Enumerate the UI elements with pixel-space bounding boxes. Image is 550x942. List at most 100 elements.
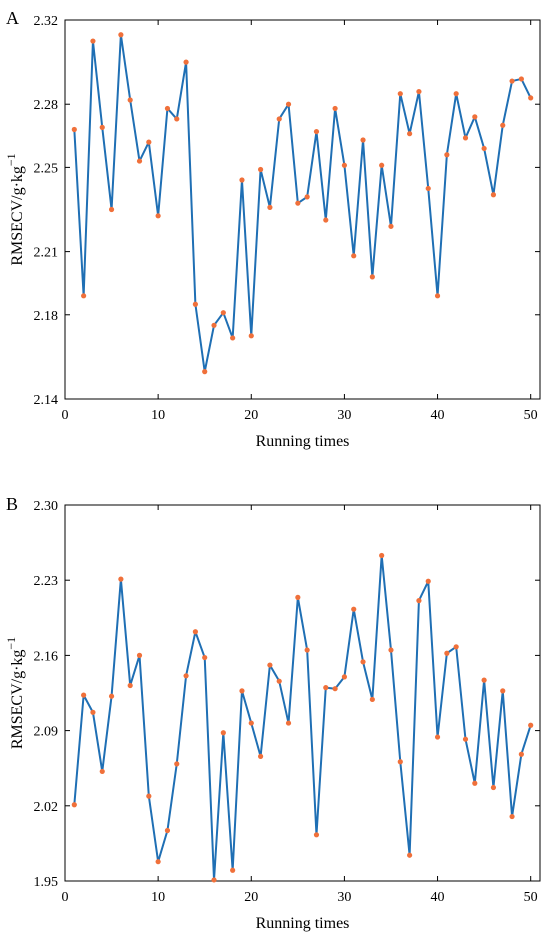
data-point <box>509 813 515 820</box>
data-point <box>257 166 264 173</box>
data-point <box>99 124 105 130</box>
data-point <box>323 685 329 691</box>
y-axis-title: RMSECV/g·kg−1 <box>4 637 26 749</box>
data-point <box>462 135 469 141</box>
x-tick-label: 40 <box>431 890 445 905</box>
data-point <box>444 650 450 656</box>
data-point <box>155 213 161 219</box>
data-point <box>183 673 189 679</box>
data-point <box>183 59 189 65</box>
x-tick-label: 40 <box>431 408 445 423</box>
y-tick-label: 2.21 <box>34 246 59 261</box>
data-point <box>379 552 385 559</box>
x-tick-label: 30 <box>337 408 351 423</box>
y-tick-label: 2.23 <box>34 574 59 589</box>
data-point <box>416 88 422 95</box>
data-point <box>462 736 469 742</box>
data-point <box>295 200 301 206</box>
data-point <box>453 644 459 650</box>
data-point <box>146 793 152 799</box>
data-point <box>257 753 264 759</box>
data-point <box>304 647 310 653</box>
plot-frame <box>64 19 541 400</box>
data-point <box>360 137 366 143</box>
data-point <box>192 629 198 635</box>
data-point <box>211 322 217 328</box>
y-tick-label: 2.32 <box>34 14 59 29</box>
x-tick-label: 0 <box>62 890 69 905</box>
data-point <box>313 128 320 135</box>
data-point <box>341 162 348 168</box>
data-point <box>174 761 180 767</box>
y-axis-title-text: RMSECV/g·kg <box>9 650 26 750</box>
data-point <box>509 78 515 84</box>
data-point <box>127 682 133 689</box>
data-point <box>369 696 375 703</box>
data-point <box>99 768 105 775</box>
y-tick-label: 2.14 <box>34 393 59 408</box>
data-point <box>202 654 208 661</box>
data-point <box>444 152 450 158</box>
data-point <box>397 759 403 765</box>
data-point <box>407 131 413 137</box>
data-point <box>71 802 77 808</box>
data-point <box>323 217 329 223</box>
series-line <box>73 554 532 881</box>
y-axis-title-exponent: −1 <box>4 153 18 166</box>
data-point <box>276 116 282 122</box>
data-point <box>332 105 338 112</box>
data-point <box>108 206 115 213</box>
y-tick-label: 2.18 <box>34 309 59 324</box>
data-point <box>285 720 292 726</box>
data-point <box>164 827 171 834</box>
data-point <box>425 185 431 192</box>
data-point <box>220 730 226 736</box>
data-point <box>500 688 506 694</box>
data-point <box>239 688 245 694</box>
x-tick-label: 50 <box>524 890 538 905</box>
x-tick-label: 30 <box>337 890 351 905</box>
data-point <box>500 122 506 128</box>
data-point <box>407 852 413 858</box>
data-point <box>490 784 497 791</box>
data-point <box>434 293 441 299</box>
x-tick-label: 20 <box>244 890 258 905</box>
data-point <box>304 194 310 200</box>
data-point <box>351 253 357 259</box>
data-point <box>379 162 385 168</box>
data-point <box>211 877 217 883</box>
data-point <box>267 662 273 668</box>
data-point <box>146 139 152 145</box>
y-tick-label: 1.95 <box>34 875 59 890</box>
plot-frame <box>64 504 541 882</box>
data-point <box>388 223 394 229</box>
y-tick-label: 2.02 <box>34 800 59 815</box>
panel-label: A <box>6 8 19 28</box>
x-axis-title: Running times <box>256 433 350 450</box>
y-tick-label: 2.16 <box>34 649 59 664</box>
data-point <box>425 578 431 584</box>
x-axis-title: Running times <box>256 915 350 932</box>
data-point <box>81 293 87 299</box>
data-point <box>118 576 124 582</box>
data-point <box>248 333 254 339</box>
data-point <box>285 101 292 107</box>
data-point <box>267 204 273 210</box>
data-point <box>90 38 96 44</box>
data-point <box>481 677 487 683</box>
x-tick-label: 20 <box>244 408 258 423</box>
x-tick-label: 0 <box>62 408 69 423</box>
data-point <box>127 97 133 103</box>
chart-panel-b: B 0 10 20 30 40 50 1.95 2.02 2.09 2.16 2.23 2.30 Runn… <box>4 494 541 932</box>
data-point <box>230 867 236 873</box>
data-point <box>434 734 441 740</box>
data-point <box>472 114 478 120</box>
y-axis-title-text: RMSECV/g·kg <box>9 166 26 266</box>
data-point <box>481 145 487 152</box>
data-point <box>136 652 143 659</box>
data-point <box>220 310 226 316</box>
data-point <box>108 693 115 699</box>
data-point <box>490 192 497 198</box>
data-point <box>528 95 534 101</box>
